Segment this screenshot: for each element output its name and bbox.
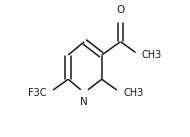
Text: N: N bbox=[80, 97, 88, 107]
Text: F3C: F3C bbox=[28, 88, 47, 98]
Text: O: O bbox=[116, 5, 125, 15]
Text: CH3: CH3 bbox=[142, 50, 162, 60]
Text: CH3: CH3 bbox=[123, 88, 143, 98]
